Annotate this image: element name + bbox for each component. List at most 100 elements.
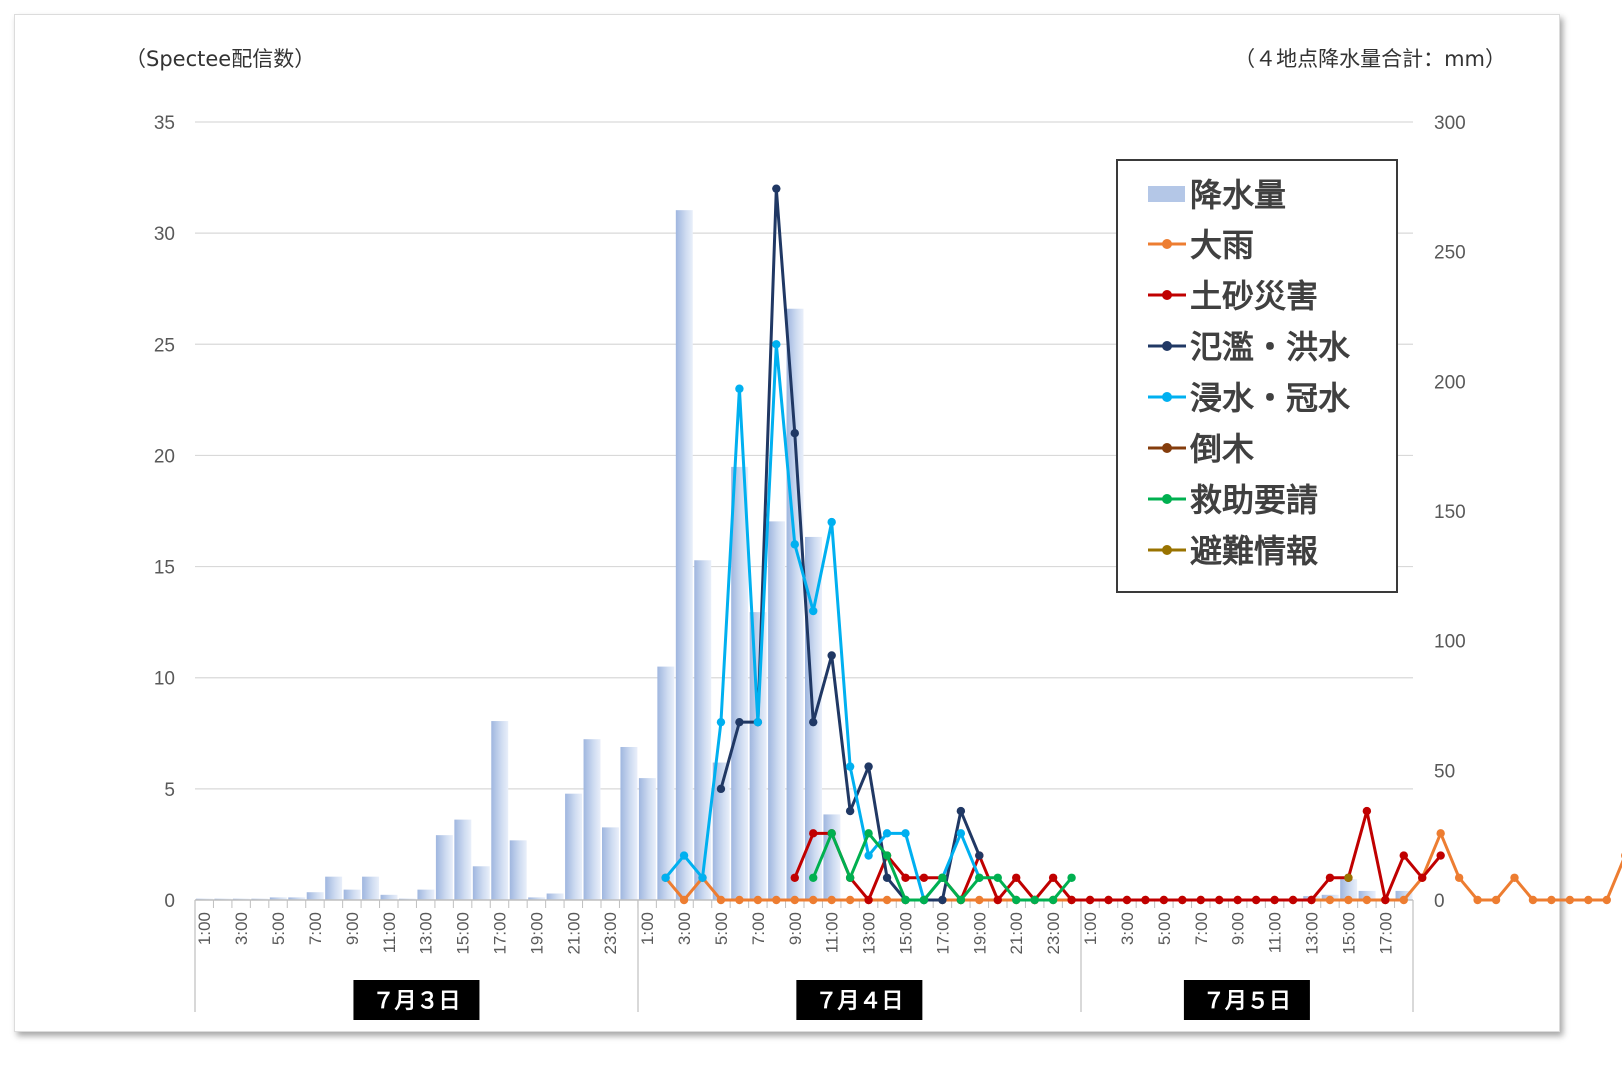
series-point <box>790 895 799 905</box>
precipitation-bars <box>196 210 1413 901</box>
x-tick-label: 13:00 <box>1303 912 1322 955</box>
series-point <box>790 429 799 438</box>
legend-swatch-precipitation <box>1148 186 1185 202</box>
x-tick-label: 19:00 <box>970 912 989 955</box>
series-point <box>809 829 818 838</box>
series-point <box>1473 895 1482 905</box>
series-point <box>901 873 910 882</box>
series-point <box>753 717 763 727</box>
x-tick-label: 23:00 <box>1044 912 1063 955</box>
y-tick-left: 25 <box>154 335 175 356</box>
series-point <box>827 517 836 527</box>
legend-marker <box>1162 545 1172 555</box>
series-point <box>1344 873 1353 882</box>
series-point <box>845 895 855 905</box>
series-point <box>882 873 892 882</box>
x-tick-label: 1:00 <box>638 912 657 945</box>
legend-marker <box>1162 341 1172 351</box>
precipitation-bar <box>768 521 786 900</box>
x-tick-label: 9:00 <box>343 912 362 945</box>
precipitation-bar <box>786 308 804 901</box>
precipitation-bar <box>565 793 583 900</box>
series-point <box>956 806 966 816</box>
series-point <box>1085 895 1095 905</box>
series-point <box>1325 895 1335 905</box>
series-point <box>1362 895 1372 905</box>
precipitation-bar <box>546 893 564 900</box>
series-point <box>1491 895 1501 905</box>
series-point <box>1048 895 1058 905</box>
precipitation-bar <box>1395 890 1413 900</box>
y-tick-left: 10 <box>154 669 175 690</box>
series-point <box>735 384 744 393</box>
series-point <box>772 895 781 905</box>
precipitation-bar <box>509 840 527 900</box>
legend-label: 倒木 <box>1189 430 1254 468</box>
x-tick-label: 13:00 <box>860 912 879 955</box>
day-label: ７月３日 <box>372 989 460 1014</box>
series-point <box>1251 895 1261 905</box>
x-tick-label: 1:00 <box>1081 912 1100 945</box>
series-point <box>1325 873 1335 882</box>
series-point <box>1012 895 1021 905</box>
precipitation-bar <box>731 466 749 900</box>
series-point <box>679 851 689 860</box>
series-point <box>735 895 744 905</box>
series-point <box>1067 895 1076 905</box>
precipitation-bar <box>343 889 361 900</box>
series-point <box>1307 895 1316 905</box>
legend-label: 避難情報 <box>1190 532 1318 570</box>
precipitation-bar <box>583 739 601 900</box>
series-point <box>1067 873 1076 882</box>
series-point <box>661 873 670 882</box>
series-point <box>1141 895 1150 905</box>
series-point <box>827 651 836 660</box>
series-point <box>864 762 873 771</box>
x-tick-label: 5:00 <box>269 912 288 945</box>
precipitation-bar <box>528 897 546 900</box>
precipitation-bar <box>435 835 453 900</box>
x-tick-label: 3:00 <box>232 912 251 945</box>
series-point <box>845 806 855 816</box>
precipitation-bar <box>472 866 490 900</box>
series-point <box>1159 895 1169 905</box>
precipitation-bar <box>675 210 693 900</box>
series-point <box>882 895 892 905</box>
precipitation-bar <box>620 746 638 900</box>
axes: 0 5 10 15 20 25 30 35 0 50 100 150 200 250 300 1:00 3:00… <box>154 113 1466 1020</box>
precipitation-bar <box>694 560 712 900</box>
precipitation-bar <box>1340 879 1358 900</box>
series-point <box>919 895 929 905</box>
series-point <box>1344 895 1353 905</box>
legend-marker <box>1162 290 1172 300</box>
x-tick-label: 9:00 <box>1229 912 1248 945</box>
series-point <box>809 873 818 882</box>
series-point <box>1602 895 1611 905</box>
y-tick-right: 50 <box>1434 761 1455 782</box>
x-tick-label: 7:00 <box>1192 912 1211 945</box>
x-tick-label: 3:00 <box>675 912 694 945</box>
precipitation-bar <box>638 778 656 900</box>
x-tick-label: 5:00 <box>1155 912 1174 945</box>
y-tick-right: 300 <box>1434 113 1466 134</box>
series-point <box>975 851 984 860</box>
precipitation-bar <box>362 876 380 900</box>
y-tick-left: 5 <box>164 780 175 801</box>
legend-marker <box>1162 494 1172 504</box>
y-tick-right: 0 <box>1434 891 1445 912</box>
x-tick-label: 17:00 <box>1376 912 1395 955</box>
series-point <box>772 184 781 193</box>
right-axis-title: （４地点降水量合計：mm） <box>1234 47 1506 71</box>
precipitation-bar <box>306 892 324 900</box>
x-tick-label: 7:00 <box>306 912 325 945</box>
series-point <box>1436 829 1445 838</box>
series-point <box>1362 806 1372 816</box>
series-point <box>1454 873 1464 882</box>
series-point <box>845 873 855 882</box>
day-label: ７月５日 <box>1203 989 1291 1014</box>
series-point <box>1270 895 1279 905</box>
precipitation-bar <box>657 666 675 900</box>
series-point <box>698 873 707 882</box>
